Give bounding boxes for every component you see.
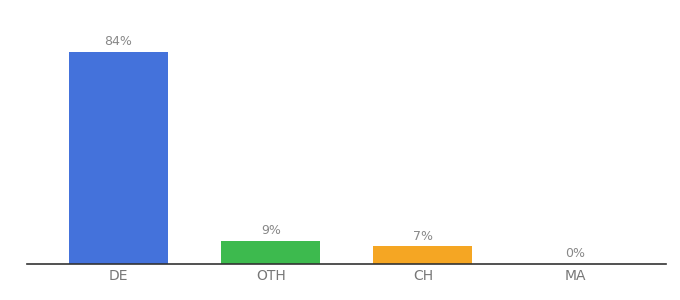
Text: 0%: 0%: [565, 247, 585, 260]
Bar: [69, 52, 168, 264]
Text: 84%: 84%: [105, 35, 133, 48]
Bar: [221, 241, 320, 264]
Text: 7%: 7%: [413, 230, 433, 242]
Bar: [373, 246, 473, 264]
Text: 9%: 9%: [260, 224, 281, 238]
